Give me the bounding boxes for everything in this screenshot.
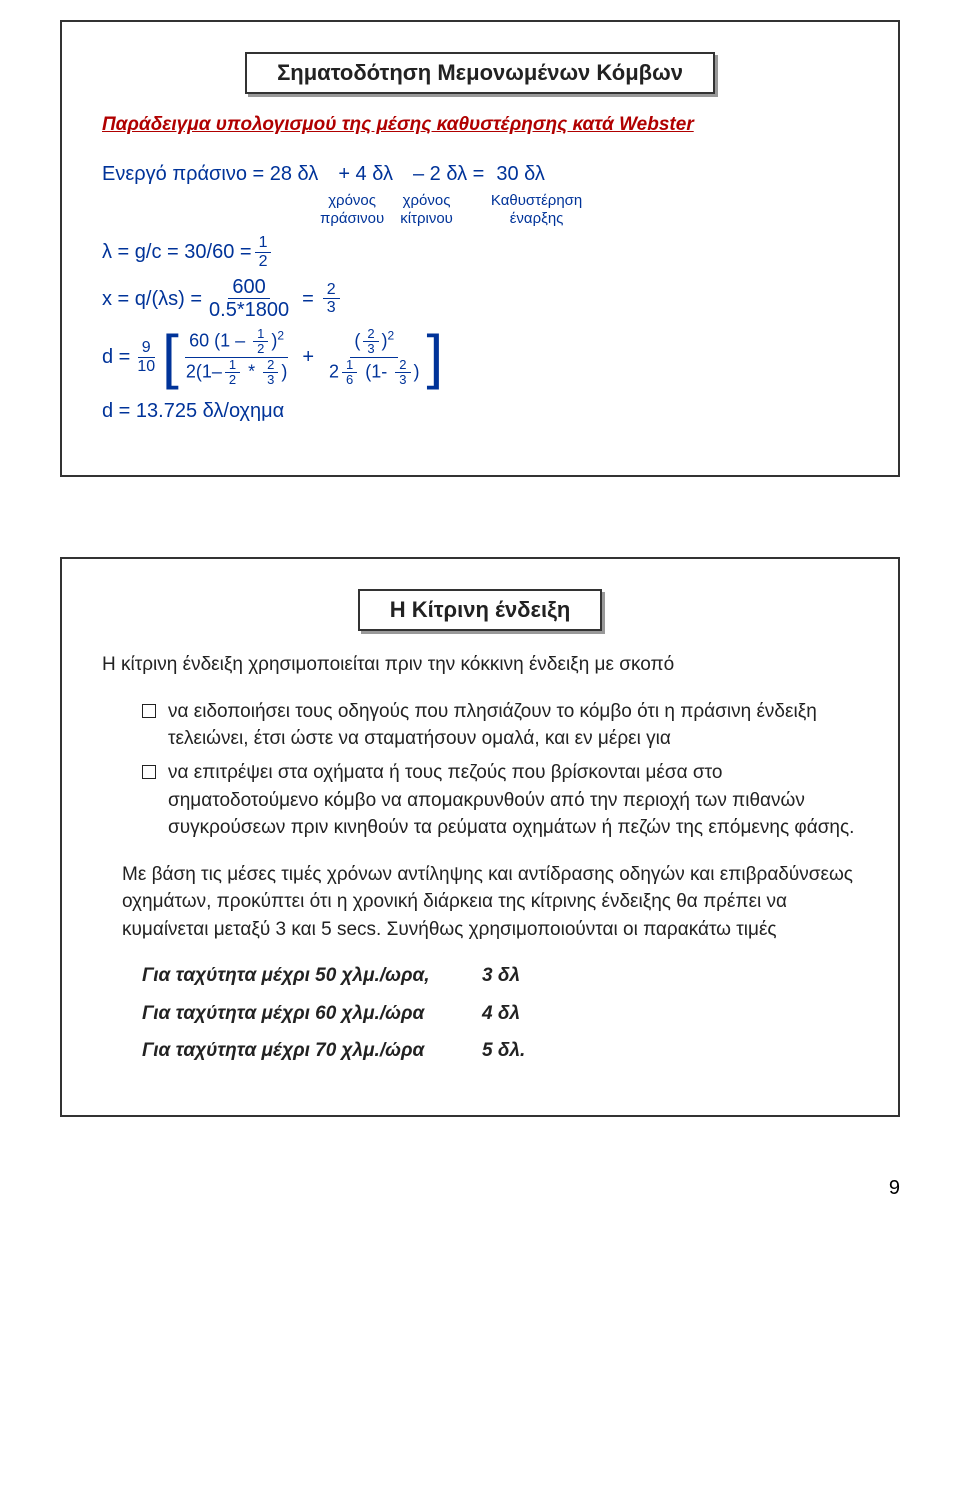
x-frac-main: 600 0.5*1800 (205, 276, 293, 321)
x-eq: = (302, 281, 314, 317)
slide-1-title: Σηματοδότηση Μεμονωμένων Κόμβων (277, 60, 683, 85)
slide-1-frame: Σηματοδότηση Μεμονωμένων Κόμβων Παράδειγ… (60, 20, 900, 477)
speed-2-value: 4 δλ (482, 1000, 520, 1028)
term1-den: 2(1–12 * 23) (182, 358, 292, 388)
term1: 60 (1 – 12)2 2(1–12 * 23) (182, 327, 292, 387)
label-delay-1: Καθυστέρηση (491, 192, 582, 210)
lambda-line: λ = g/c = 30/60 = 1 2 (102, 234, 858, 270)
left-bracket: [ (162, 333, 179, 381)
label-green: χρόνος πράσινου (320, 192, 384, 228)
term2: (23)2 216 (1- 23) (325, 327, 424, 387)
page-number: 9 (0, 1157, 960, 1220)
label-yellow-1: χρόνος (403, 192, 451, 210)
lambda-text: λ = g/c = 30/60 = (102, 234, 252, 270)
x-text: x = q/(λs) = (102, 281, 202, 317)
eq-30dl: 30 δλ (496, 156, 545, 192)
speed-row-1: Για ταχύτητα μέχρι 50 χλμ./ωρα, 3 δλ (142, 962, 858, 990)
bullet-2-text: να επιτρέψει στα οχήματα ή τους πεζούς π… (168, 759, 858, 842)
speed-3-value: 5 δλ. (482, 1037, 525, 1065)
label-green-1: χρόνος (328, 192, 376, 210)
label-yellow-2: κίτρινου (400, 210, 453, 228)
plus-sign: + (302, 339, 314, 375)
speed-row-3: Για ταχύτητα μέχρι 70 χλμ./ώρα 5 δλ. (142, 1037, 858, 1065)
right-bracket: ] (427, 333, 444, 381)
speed-row-2: Για ταχύτητα μέχρι 60 χλμ./ώρα 4 δλ (142, 1000, 858, 1028)
page: Σηματοδότηση Μεμονωμένων Κόμβων Παράδειγ… (0, 20, 960, 1220)
formula-labels-row: χρόνος πράσινου χρόνος κίτρινου Καθυστέρ… (102, 192, 858, 228)
bullet-1: να ειδοποιήσει τους οδηγούς που πλησιάζο… (142, 698, 858, 753)
slide-2-title: Η Κίτρινη ένδειξη (390, 597, 571, 622)
slide-1-title-box: Σηματοδότηση Μεμονωμένων Κόμβων (245, 52, 715, 94)
bullet-square-icon (142, 765, 156, 779)
formula-line-1: Ενεργό πράσινο = 28 δλ + 4 δλ – 2 δλ = 3… (102, 156, 858, 192)
term2-num: (23)2 (350, 327, 398, 358)
lambda-frac: 1 2 (255, 234, 272, 270)
intro-text: Η κίτρινη ένδειξη χρησιμοποιείται πριν τ… (102, 651, 858, 679)
speed-1-value: 3 δλ (482, 962, 520, 990)
active-green-text: Ενεργό πράσινο = 28 δλ (102, 156, 318, 192)
label-yellow: χρόνος κίτρινου (400, 192, 453, 228)
d-prefix: d = (102, 339, 130, 375)
slide-1-subtitle: Παράδειγμα υπολογισμού της μέσης καθυστέ… (102, 114, 858, 136)
minus-2dl: – 2 δλ = (413, 156, 484, 192)
bullet-square-icon (142, 704, 156, 718)
speed-3-label: Για ταχύτητα μέχρι 70 χλμ./ώρα (142, 1037, 482, 1065)
paragraph-text: Με βάση τις μέσες τιμές χρόνων αντίληψης… (122, 861, 858, 944)
bullet-2: να επιτρέψει στα οχήματα ή τους πεζούς π… (142, 759, 858, 842)
formula-area: Ενεργό πράσινο = 28 δλ + 4 δλ – 2 δλ = 3… (102, 156, 858, 429)
speed-2-label: Για ταχύτητα μέχρι 60 χλμ./ώρα (142, 1000, 482, 1028)
label-green-2: πράσινου (320, 210, 384, 228)
slide-2-body: Η κίτρινη ένδειξη χρησιμοποιείται πριν τ… (102, 651, 858, 1065)
label-delay-2: έναρξης (510, 210, 564, 228)
d-line: d = 9 10 [ 60 (1 – 12)2 2(1–12 * 23) + (102, 327, 858, 387)
slide-2-frame: Η Κίτρινη ένδειξη Η κίτρινη ένδειξη χρησ… (60, 557, 900, 1117)
label-delay: Καθυστέρηση έναρξης (491, 192, 582, 228)
d-result-line: d = 13.725 δλ/οχημα (102, 393, 858, 429)
slide-2-title-box: Η Κίτρινη ένδειξη (358, 589, 603, 631)
term1-num: 60 (1 – 12)2 (185, 327, 288, 358)
x-frac-res: 2 3 (323, 281, 340, 317)
plus-4dl: + 4 δλ (338, 156, 393, 192)
term2-den: 216 (1- 23) (325, 358, 424, 388)
x-line: x = q/(λs) = 600 0.5*1800 = 2 3 (102, 276, 858, 321)
bullet-1-text: να ειδοποιήσει τους οδηγούς που πλησιάζο… (168, 698, 858, 753)
speed-1-label: Για ταχύτητα μέχρι 50 χλμ./ωρα, (142, 962, 482, 990)
d-result: d = 13.725 δλ/οχημα (102, 393, 284, 429)
d-coeff: 9 10 (133, 339, 159, 375)
